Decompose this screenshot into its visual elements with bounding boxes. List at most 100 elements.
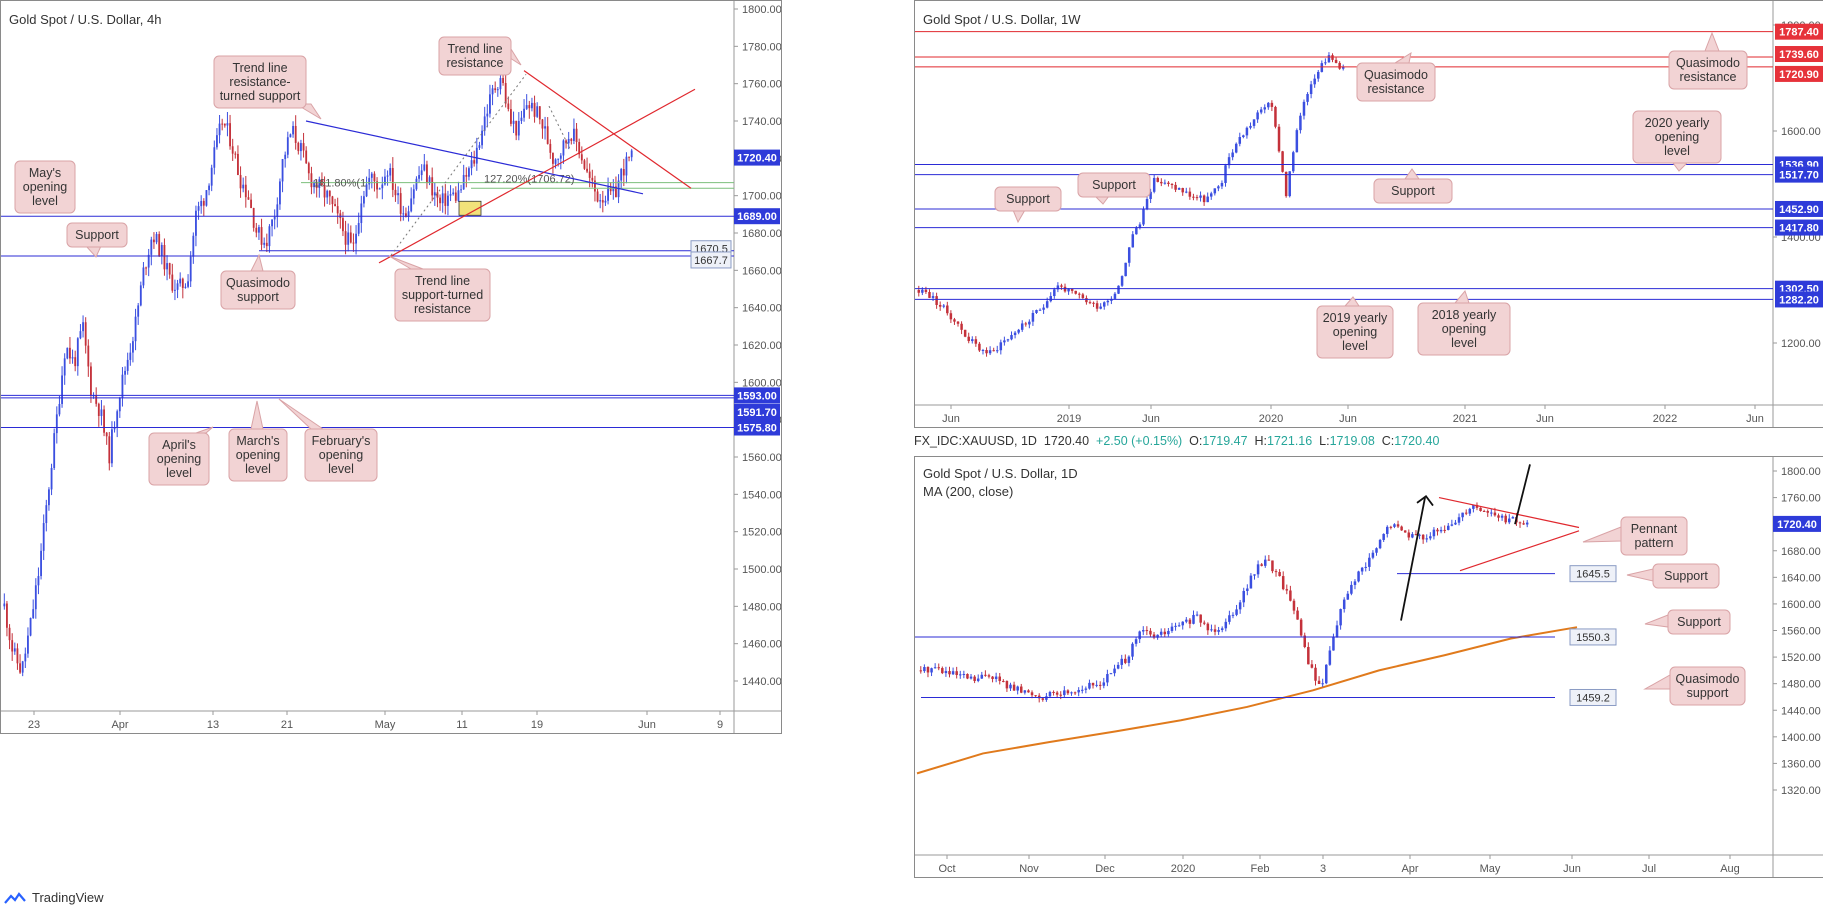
open-label: O: (1189, 434, 1203, 448)
candle-body (491, 88, 494, 95)
candle-body (1310, 664, 1314, 668)
candle-body (928, 291, 931, 298)
candle-body (1113, 293, 1117, 299)
candle-body (1009, 684, 1012, 689)
chart-panel-1d[interactable]: Gold Spot / U.S. Dollar, 1D MA (200, clo… (914, 456, 1823, 878)
candle-body (998, 676, 1001, 681)
candle-body (1135, 227, 1138, 235)
candle-body (1317, 680, 1321, 684)
callout-aprils-opening-text: opening (157, 452, 202, 466)
candle-body (1393, 524, 1396, 527)
candle-body (1060, 285, 1063, 287)
candle-body (1041, 698, 1045, 700)
candle-body (974, 339, 978, 344)
candle-body (523, 108, 525, 118)
candle-body (321, 179, 323, 185)
candle-body (1235, 609, 1238, 615)
footer-brand[interactable]: TradingView (4, 890, 104, 905)
candle-body (533, 102, 536, 117)
candle-body (1508, 518, 1511, 523)
candle-body (1049, 296, 1052, 302)
ma-200-line (916, 626, 1578, 775)
candle-body (370, 173, 373, 178)
chart-svg-1w[interactable]: 1800.001600.001400.001200.00Jun2019Jun20… (915, 1, 1823, 427)
candle-body (242, 184, 245, 189)
price-badge (1775, 200, 1823, 217)
candle-body (1174, 184, 1177, 190)
callout-trendline-resistance-turned-support-text: resistance- (229, 75, 290, 89)
callout-quasimodo-resistance-left-box (1356, 62, 1436, 102)
price-badge-label: 1282.20 (1779, 294, 1819, 306)
candle-body (1299, 115, 1302, 131)
candle-body (192, 235, 195, 257)
price-badge-label: 1459.2 (1576, 692, 1610, 704)
candle-body (176, 283, 179, 290)
candle-body (454, 192, 457, 201)
candle-body (481, 130, 483, 146)
candle-body (919, 670, 923, 672)
candle-body (1360, 567, 1364, 572)
y-tick-label: 1680.00 (742, 228, 781, 240)
price-badge-label: 1575.80 (737, 423, 777, 435)
candle-body (452, 192, 455, 195)
candle-body (158, 234, 161, 257)
callout-support-mid-box (1077, 172, 1151, 198)
price-badge (1775, 219, 1823, 236)
candle-body (948, 671, 951, 675)
chart-svg-4h[interactable]: 1800.001780.001760.001740.001720.001700.… (1, 1, 781, 733)
brand-label: TradingView (32, 890, 104, 905)
candle-body (386, 175, 389, 177)
candle-body (268, 226, 271, 247)
fib-leg-dotted (390, 74, 527, 256)
candle-body (924, 289, 928, 292)
candle-body (399, 193, 402, 214)
candle-body (279, 181, 281, 205)
callout-pennant-pattern-pointer (1582, 526, 1622, 543)
callout-support-lower-pointer (1644, 614, 1669, 628)
candle-body (90, 366, 92, 396)
candle-body (118, 397, 121, 412)
candle-body (1439, 529, 1443, 532)
x-tick-label: Apr (111, 719, 128, 731)
candle-body (132, 341, 134, 353)
chart-panel-1w[interactable]: Gold Spot / U.S. Dollar, 1W 1800.001600.… (914, 0, 1823, 428)
candle-body (953, 319, 956, 322)
candle-body (980, 674, 984, 679)
callout-support-right-pointer (1404, 168, 1420, 180)
candle-body (1006, 339, 1010, 341)
candle-body (1213, 188, 1217, 194)
candle-body (61, 375, 63, 404)
price-badge-label: 1593.00 (737, 390, 777, 402)
candle-body (331, 196, 334, 205)
candle-body (1468, 508, 1472, 514)
chart-svg-1d[interactable]: 1800.001760.001720.001680.001640.001600.… (915, 457, 1823, 877)
chart-panel-4h[interactable]: Gold Spot / U.S. Dollar, 4h 1800.00 1780.… (0, 0, 782, 734)
chart-title-1w: Gold Spot / U.S. Dollar, 1W (923, 12, 1081, 27)
candle-body (557, 158, 560, 160)
candle-body (418, 175, 420, 179)
candle-body (1295, 130, 1299, 153)
candle-body (1102, 682, 1106, 686)
candle-body (1210, 193, 1213, 197)
candle-body (1457, 517, 1461, 523)
candle-body (578, 142, 581, 155)
candle-body (588, 171, 591, 178)
candle-body (1206, 623, 1210, 631)
candle-body (378, 188, 381, 190)
price-badge (734, 403, 780, 420)
candle-body (1396, 524, 1400, 527)
candle-body (1497, 515, 1500, 518)
candle-body (607, 187, 609, 201)
candle-body (1084, 688, 1088, 690)
candle-body (1341, 66, 1345, 69)
candle-body (1429, 536, 1432, 539)
candle-body (355, 233, 357, 244)
price-badge-label: 1591.70 (737, 407, 777, 419)
candle-body (1403, 530, 1407, 533)
candle-body (1432, 529, 1436, 537)
candle-body (1482, 510, 1486, 512)
candle-body (1109, 673, 1113, 675)
trendline-red-support (378, 88, 696, 264)
candle-body (1296, 610, 1299, 620)
candle-body (160, 245, 163, 257)
